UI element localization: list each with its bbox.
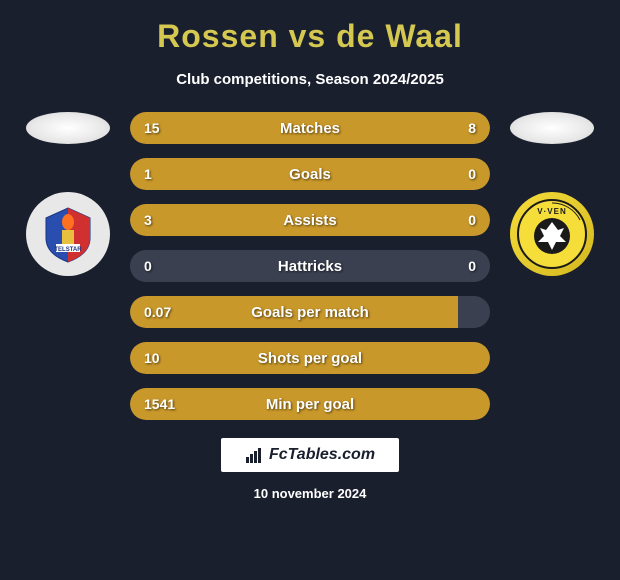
stat-value-right: 8 <box>468 120 476 136</box>
stats-bars: 15 Matches 8 1 Goals 0 3 Assists 0 0 Hattricks 0 0.0… <box>130 112 490 420</box>
svg-text:TELSTAR: TELSTAR <box>54 247 82 253</box>
bar-left-fill <box>130 112 393 144</box>
stat-row: 1541 Min per goal <box>130 388 490 420</box>
stat-row: 10 Shots per goal <box>130 342 490 374</box>
stat-value-left: 3 <box>144 212 152 228</box>
stat-label: Shots per goal <box>258 350 362 367</box>
stat-value-right: 0 <box>468 258 476 274</box>
comparison-container: TELSTAR 15 Matches 8 1 Goals 0 3 Assists 0 0 Hattr… <box>0 112 620 420</box>
left-player-col: TELSTAR <box>18 112 118 276</box>
subtitle: Club competitions, Season 2024/2025 <box>176 71 444 88</box>
club-badge-left: TELSTAR <box>26 192 110 276</box>
brand-text: FcTables.com <box>269 446 375 464</box>
stat-row: 0 Hattricks 0 <box>130 250 490 282</box>
stat-value-right: 0 <box>468 166 476 182</box>
brand-badge: FcTables.com <box>221 438 399 472</box>
stat-value-left: 10 <box>144 350 160 366</box>
telstar-shield-icon: TELSTAR <box>38 204 98 264</box>
stat-row: 0.07 Goals per match <box>130 296 490 328</box>
chart-icon <box>245 446 263 464</box>
player-avatar-left <box>26 112 110 144</box>
stat-row: 3 Assists 0 <box>130 204 490 236</box>
stat-row: 15 Matches 8 <box>130 112 490 144</box>
player-avatar-right <box>510 112 594 144</box>
stat-label: Goals <box>289 166 331 183</box>
stat-value-right: 0 <box>468 212 476 228</box>
stat-value-left: 1 <box>144 166 152 182</box>
stat-label: Hattricks <box>278 258 342 275</box>
footer: FcTables.com 10 november 2024 <box>221 438 399 501</box>
stat-value-left: 15 <box>144 120 160 136</box>
stat-row: 1 Goals 0 <box>130 158 490 190</box>
right-player-col: V·VEN <box>502 112 602 276</box>
stat-label: Min per goal <box>266 396 354 413</box>
page-title: Rossen vs de Waal <box>157 18 463 55</box>
vvv-badge-icon: V·VEN <box>516 198 588 270</box>
bar-left-fill <box>130 204 393 236</box>
stat-label: Matches <box>280 120 340 137</box>
svg-text:V·VEN: V·VEN <box>537 207 566 216</box>
stat-value-left: 0.07 <box>144 304 171 320</box>
bar-left-fill <box>130 158 393 190</box>
stat-value-left: 1541 <box>144 396 175 412</box>
stat-value-left: 0 <box>144 258 152 274</box>
stat-label: Goals per match <box>251 304 369 321</box>
stat-label: Assists <box>283 212 336 229</box>
club-badge-right: V·VEN <box>510 192 594 276</box>
date-text: 10 november 2024 <box>254 486 367 501</box>
